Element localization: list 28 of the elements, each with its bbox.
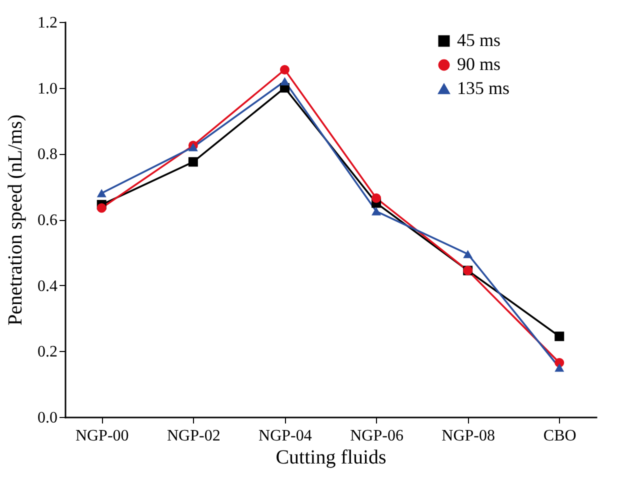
point bbox=[463, 250, 473, 258]
legend-label: 45 ms bbox=[457, 30, 501, 50]
legend-label: 135 ms bbox=[457, 78, 510, 98]
y-axis-title: Penetration speed (nL/ms) bbox=[4, 114, 26, 326]
x-tick-label: NGP-02 bbox=[167, 428, 220, 444]
x-tick-label: NGP-08 bbox=[442, 428, 495, 444]
y-tick-label: 0.4 bbox=[38, 278, 58, 295]
y-tick-label: 0.8 bbox=[38, 146, 58, 164]
point bbox=[96, 203, 106, 213]
point bbox=[372, 193, 382, 203]
point bbox=[554, 332, 564, 342]
y-tick-label: 0.2 bbox=[38, 344, 58, 361]
y-tick-label: 0.0 bbox=[38, 410, 58, 426]
x-tick-label: NGP-00 bbox=[75, 428, 129, 444]
point bbox=[188, 157, 198, 167]
legend-label: 90 ms bbox=[457, 54, 501, 74]
point bbox=[372, 207, 382, 216]
y-tick-label: 0.6 bbox=[38, 212, 58, 229]
x-tick-label: NGP-06 bbox=[350, 428, 404, 444]
point bbox=[96, 189, 106, 198]
x-tick-label: CBO bbox=[543, 428, 576, 444]
x-tick-label: NGP-04 bbox=[258, 428, 312, 444]
point bbox=[280, 64, 290, 74]
point bbox=[280, 77, 290, 86]
y-tick-label: 1.0 bbox=[38, 80, 58, 98]
x-axis-title: Cutting fluids bbox=[276, 446, 386, 468]
y-tick-label: 1.2 bbox=[38, 14, 58, 32]
point bbox=[554, 364, 564, 372]
